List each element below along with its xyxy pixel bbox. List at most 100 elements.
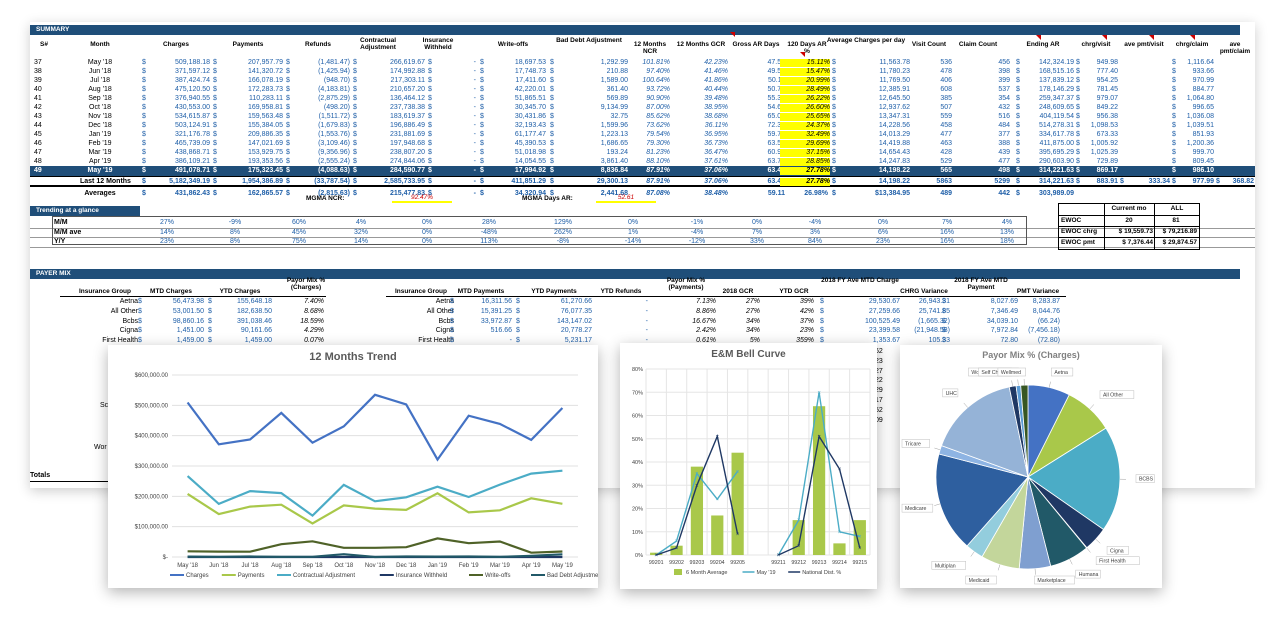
currency-symbol: $ [1016, 68, 1020, 75]
summary-row-averages[interactable]: Averages $431,862.43 $162,865.57 $ (2,815.63… [30, 189, 1255, 200]
trend-x-tick: Jan '19 [428, 563, 448, 569]
payer-left-cell: 1,459.00 [176, 337, 204, 345]
currency-symbol: $ [353, 122, 357, 129]
summary-cell: 986.10 [1192, 167, 1214, 174]
summary-row[interactable]: 46 Feb '19 $465,739.09 $147,021.69 $ (3,109.4… [30, 139, 1255, 150]
summary-col-header: ave pmt/claim [1219, 41, 1251, 55]
summary-cell: 377 [998, 131, 1010, 138]
summary-cell: - [473, 95, 476, 102]
summary-row[interactable]: 44 Dec '18 $503,124.91 $155,384.05 $ (1,679.8… [30, 121, 1255, 132]
mgma-ncr-value: 92.47% [392, 194, 452, 203]
summary-cell: 97.40% [646, 68, 670, 75]
currency-symbol: $ [142, 113, 146, 120]
summary-cell: 13,347.31 [878, 113, 910, 120]
currency-symbol: $ [1016, 167, 1020, 174]
summary-row[interactable]: 48 Apr '19 $386,109.21 $193,353.56 $ (2,555.2… [30, 157, 1255, 168]
ewoc-table: Current mo ALL EWOC 20 81 EWOC chrg $ 19,559… [1058, 203, 1200, 250]
currency-symbol: $ [820, 317, 824, 325]
currency-symbol: $ [213, 59, 217, 66]
payer-right-cell: - [645, 307, 648, 315]
currency-symbol: $ [550, 149, 554, 156]
currency-symbol: $ [480, 167, 484, 174]
summary-cell: 431,862.43 [174, 190, 210, 197]
summary-row[interactable]: 37 May '18 $509,188.18 $207,957.79 $ (1,481.4… [30, 58, 1255, 69]
summary-cell: 51,018.98 [514, 149, 546, 156]
bell-y-tick: 40% [632, 460, 643, 466]
currency-symbol: $ [550, 68, 554, 75]
summary-cell: 153,929.75 [247, 149, 283, 156]
summary-col-header: Claim Count [958, 41, 998, 48]
summary-cell: 87.08% [646, 190, 670, 197]
summary-cell: 673.33 [1096, 131, 1118, 138]
currency-symbol: $ [942, 317, 946, 325]
summary-row[interactable]: 39 Jul '18 $387,424.74 $166,078.19 $ (948.70)… [30, 76, 1255, 87]
payer-right-cell: 27% [745, 298, 760, 305]
bell-bar [833, 543, 846, 555]
pie-label: UHC [946, 391, 957, 397]
payer-left-cell: 18.59% [300, 317, 324, 325]
summary-cell: 38 [34, 68, 42, 75]
bell-chart-panel[interactable]: E&M Bell Curve 0% 10% 20% 30% 40% 50% 60% 70% 80… [620, 343, 877, 589]
summary-row[interactable]: 38 Jun '18 $371,597.12 $141,320.72 $ (1,425.9… [30, 67, 1255, 78]
summary-cell: 36.95% [704, 131, 728, 138]
summary-row-last12[interactable]: Last 12 Months $5,182,349.19 $1,954,386.89… [30, 176, 1255, 187]
ewoc-col-current: Current mo [1111, 205, 1147, 212]
summary-row-selected[interactable]: 49 May '19 $491,078.71 $175,323.45 $ (4,088.6… [30, 166, 1255, 177]
summary-col-header: Refunds [305, 41, 331, 48]
trending-row: M/M 27% -9% 60% 4% 0% 28% 129% 0% -1% 0% -4% 0% 7% 4% [30, 218, 1255, 229]
summary-cell: - [473, 68, 476, 75]
payer-right-header: Insurance Group [394, 288, 447, 295]
summary-cell: 399 [998, 77, 1010, 84]
pie-chart-panel[interactable]: Payor Mix % (Charges) Aetna All Other BCBS… [900, 345, 1162, 588]
currency-symbol: $ [1172, 140, 1176, 147]
currency-symbol: $ [1076, 113, 1080, 120]
summary-row[interactable]: 45 Jan '19 $321,176.78 $209,886.35 $ (1,553.7… [30, 130, 1255, 141]
summary-cell: 5863 [936, 178, 952, 185]
trending-cell: 0% [421, 219, 433, 226]
bell-bar [670, 545, 683, 555]
summary-cell: - [473, 190, 476, 197]
summary-cell: 371,597.12 [174, 68, 210, 75]
summary-row[interactable]: 43 Nov '18 $534,615.87 $159,563.48 $ (1,511.7… [30, 112, 1255, 123]
summary-cell: 24.37% [780, 122, 830, 130]
summary-cell: 458 [940, 122, 952, 129]
pie-leader-line [1069, 558, 1073, 565]
summary-row[interactable]: 41 Sep '18 $376,940.55 $110,283.11 $ (2,875.2… [30, 94, 1255, 105]
trending-cell: 13% [999, 228, 1014, 236]
summary-cell: 30,431.86 [514, 113, 546, 120]
trend-legend-label: Write-offs [485, 573, 510, 579]
summary-cell: - [473, 178, 476, 185]
bell-bar [812, 406, 826, 555]
ewoc-all: 81 [1172, 217, 1180, 224]
pie-label-box [1051, 367, 1074, 377]
summary-row[interactable]: 40 Aug '18 $475,120.50 $172,283.73 $ (4,183.8… [30, 85, 1255, 96]
currency-symbol: $ [286, 122, 290, 129]
currency-symbol: $ [1172, 68, 1176, 75]
summary-cell: 65.07 [767, 113, 785, 120]
summary-cell: 274,844.06 [389, 158, 425, 165]
payer-peek-cell: 09 [875, 416, 883, 424]
trend-chart-panel[interactable]: 12 Months Trend $- $100,000.00 $200,000.00… [108, 345, 598, 588]
bell-chart: 0% 10% 20% 30% 40% 50% 60% 70% 80% 99201 99202 9920… [632, 367, 871, 576]
bell-point-marker: × [838, 467, 842, 473]
bell-bar [650, 552, 663, 555]
trend-series-line [186, 469, 563, 518]
summary-cell: 238,807.20 [389, 149, 425, 156]
currency-symbol: $ [1172, 104, 1176, 111]
trending-cell: 0% [421, 238, 433, 245]
trend-series-line [187, 553, 563, 559]
trending-cell: 60% [291, 219, 306, 226]
summary-cell: 147,021.69 [247, 140, 283, 147]
currency-symbol: $ [550, 104, 554, 111]
summary-cell: 237,738.38 [389, 104, 425, 111]
summary-row[interactable]: 47 Mar '19 $438,868.71 $153,929.75 $ (9,356.9… [30, 148, 1255, 159]
payer-right-header: YTD Payments [531, 288, 577, 295]
summary-cell: 63.47 [767, 167, 785, 174]
payer-right-cell: 100,525.49 [864, 317, 900, 325]
summary-row[interactable]: 42 Oct '18 $430,553.00 $169,958.81 $ (498.20)… [30, 103, 1255, 114]
payer-right-cell: 16.67% [692, 317, 716, 325]
summary-cell: 37 [34, 59, 42, 66]
payer-left-cell: 53,001.50 [172, 307, 204, 315]
summary-cell: - [473, 113, 476, 120]
summary-col-header: ave pmt/visit [1124, 41, 1164, 48]
